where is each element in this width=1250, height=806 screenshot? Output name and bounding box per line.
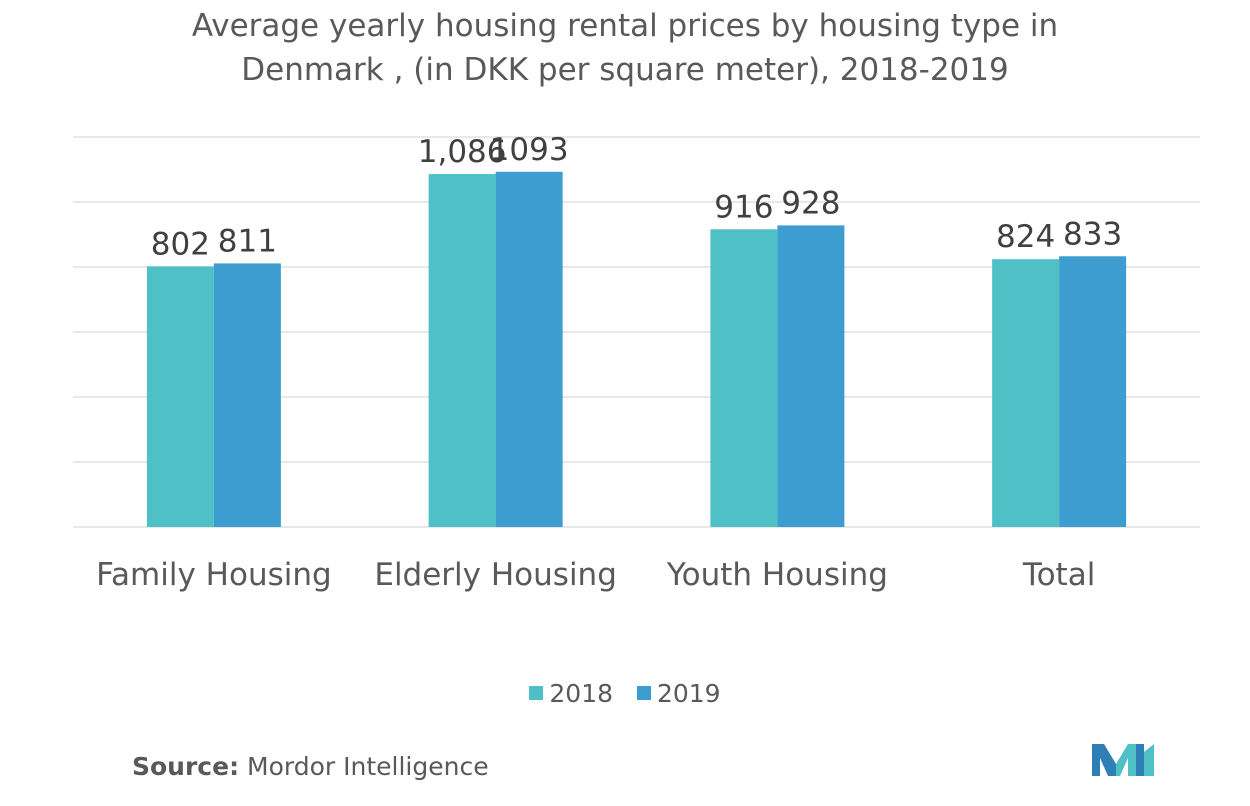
- bar-2019-family-housing: [213, 263, 281, 527]
- legend-swatch-2019: [636, 686, 651, 700]
- x-tick-label: Elderly Housing: [374, 557, 617, 593]
- bar-2018-elderly-housing: [428, 174, 496, 528]
- legend-label-2018: 2018: [549, 678, 614, 708]
- bars: [146, 171, 1127, 528]
- data-label-2019-youth-housing: 928: [781, 185, 840, 221]
- x-tick-label: Total: [1022, 557, 1095, 593]
- bar-2018-total: [992, 259, 1060, 527]
- bar-2019-total: [1059, 256, 1127, 527]
- bar-2018-family-housing: [146, 266, 214, 527]
- x-axis-tick-labels: Family Housing Elderly Housing Youth Housi…: [96, 557, 1095, 593]
- data-label-2018-family-housing: 802: [151, 226, 210, 262]
- source-label: Source:: [132, 752, 240, 781]
- legend-label-2019: 2019: [656, 678, 721, 708]
- chart-title: Average yearly housing rental prices by …: [0, 4, 1250, 92]
- legend-item-2018: 2018: [529, 679, 613, 708]
- data-label-2019-total: 833: [1063, 216, 1122, 252]
- data-label-2018-elderly-housing: 1,086: [418, 134, 507, 170]
- mordor-intelligence-logo: [1092, 744, 1154, 776]
- legend: 2018 2019: [0, 677, 1250, 708]
- bar-2018-youth-housing: [710, 229, 778, 528]
- bar-2019-elderly-housing: [495, 171, 563, 527]
- source-note: Source: Mordor Intelligence: [132, 752, 489, 781]
- legend-item-2019: 2019: [636, 678, 721, 708]
- x-tick-label: Youth Housing: [666, 557, 888, 593]
- source-text: Mordor Intelligence: [239, 752, 489, 781]
- data-label-2019-family-housing: 811: [218, 223, 277, 259]
- title-line-2: Denmark , (in DKK per square meter), 201…: [241, 52, 1009, 88]
- data-label-2018-total: 824: [996, 219, 1055, 255]
- title-line-1: Average yearly housing rental prices by …: [191, 8, 1059, 44]
- x-tick-label: Family Housing: [96, 557, 332, 593]
- data-label-2018-youth-housing: 916: [714, 189, 773, 225]
- legend-swatch-2018: [529, 686, 544, 700]
- data-label-2019-elderly-housing: 1093: [490, 132, 569, 168]
- bar-2019-youth-housing: [777, 225, 845, 527]
